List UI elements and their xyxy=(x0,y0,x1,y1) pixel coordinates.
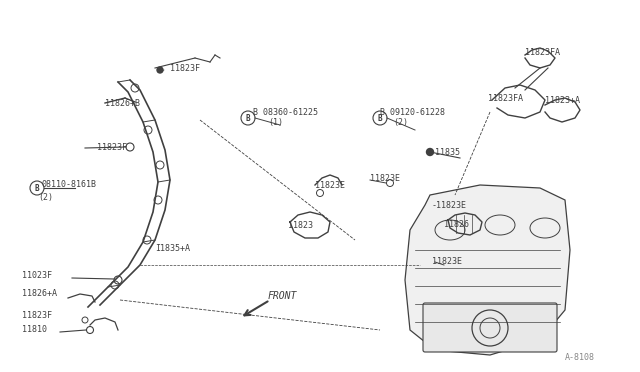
Text: 11826+B: 11826+B xyxy=(105,99,140,108)
Text: B: B xyxy=(35,183,39,192)
Text: A-8108: A-8108 xyxy=(565,353,595,362)
FancyBboxPatch shape xyxy=(423,303,557,352)
Text: 11826: 11826 xyxy=(444,219,469,228)
Text: B 08360-61225: B 08360-61225 xyxy=(253,108,318,116)
Text: 11823: 11823 xyxy=(288,221,313,230)
Text: 11023F: 11023F xyxy=(22,272,52,280)
Text: 11823FA: 11823FA xyxy=(525,48,560,57)
Text: I1835+A: I1835+A xyxy=(155,244,190,253)
Text: (2): (2) xyxy=(393,118,408,126)
Text: 11823E: 11823E xyxy=(432,257,462,266)
Circle shape xyxy=(426,148,433,155)
Text: 11823FA: 11823FA xyxy=(488,93,523,103)
Text: 11823F: 11823F xyxy=(97,142,127,151)
Text: 11823+A: 11823+A xyxy=(545,96,580,105)
Circle shape xyxy=(157,67,163,73)
Text: (1): (1) xyxy=(268,118,283,126)
Text: 11823E: 11823E xyxy=(370,173,400,183)
Text: FRONT: FRONT xyxy=(268,291,298,301)
Text: 08110-8161B: 08110-8161B xyxy=(42,180,97,189)
Text: 11823F: 11823F xyxy=(22,311,52,321)
Text: 11810: 11810 xyxy=(22,326,47,334)
Text: 11823E: 11823E xyxy=(315,180,345,189)
Polygon shape xyxy=(405,185,570,355)
Text: -11823E: -11823E xyxy=(432,201,467,209)
Text: B 09120-61228: B 09120-61228 xyxy=(380,108,445,116)
Text: (2): (2) xyxy=(38,192,53,202)
Text: 11826+A: 11826+A xyxy=(22,289,57,298)
Text: B: B xyxy=(246,113,250,122)
Text: B: B xyxy=(378,113,382,122)
Text: 11835: 11835 xyxy=(435,148,460,157)
Text: 11823F: 11823F xyxy=(170,64,200,73)
